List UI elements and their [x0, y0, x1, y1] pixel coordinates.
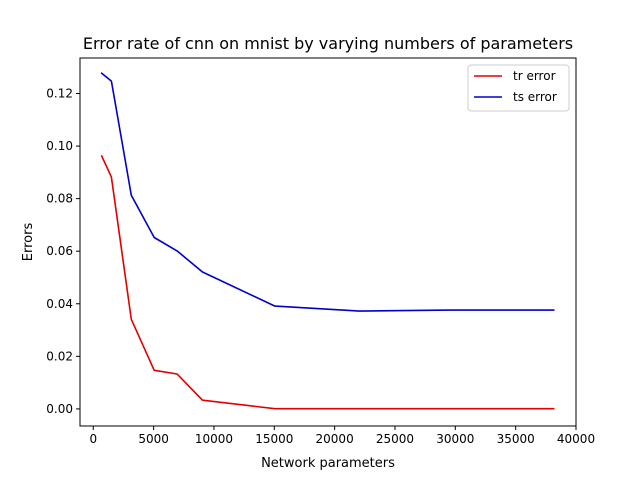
plot-area [100, 72, 555, 410]
series-line-1 [100, 72, 555, 312]
legend: tr error ts error [467, 64, 570, 112]
y-tick-label: 0.06 [46, 244, 73, 258]
y-tick-label: 0.04 [46, 297, 73, 311]
x-tick-label: 0 [89, 432, 97, 446]
plot-frame [79, 57, 577, 427]
y-tick-label: 0.10 [46, 139, 73, 153]
x-tick-label: 20000 [316, 432, 354, 446]
x-axis: 0 5000 10000 15000 20000 25000 30000 35000 40000 [89, 426, 595, 446]
legend-label: ts error [513, 90, 557, 104]
series-line-0 [100, 154, 555, 410]
x-tick-label: 40000 [557, 432, 595, 446]
y-tick-label: 0.00 [46, 402, 73, 416]
x-tick-label: 35000 [497, 432, 535, 446]
x-axis-label: Network parameters [261, 456, 395, 471]
y-axis-label: Errors [21, 223, 36, 262]
x-tick-label: 5000 [138, 432, 169, 446]
x-tick-label: 15000 [255, 432, 293, 446]
y-tick-label: 0.08 [46, 192, 73, 206]
chart-title: Error rate of cnn on mnist by varying nu… [83, 34, 573, 53]
x-tick-label: 10000 [195, 432, 233, 446]
x-tick-label: 30000 [436, 432, 474, 446]
y-axis: 0.00 0.02 0.04 0.06 0.08 0.10 0.12 [46, 86, 80, 416]
x-tick-label: 25000 [376, 432, 414, 446]
legend-label: tr error [513, 69, 556, 83]
y-tick-label: 0.12 [46, 86, 73, 100]
y-tick-label: 0.02 [46, 349, 73, 363]
